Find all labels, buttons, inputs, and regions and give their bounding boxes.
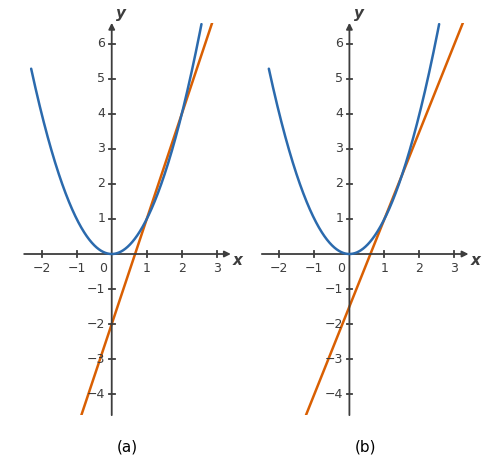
Text: −1: −1	[87, 283, 105, 296]
Text: 1: 1	[335, 213, 343, 225]
Text: 4: 4	[335, 107, 343, 120]
Text: 3: 3	[213, 262, 221, 275]
Text: 1: 1	[143, 262, 151, 275]
Text: −1: −1	[305, 262, 324, 275]
Text: 3: 3	[335, 142, 343, 155]
Text: (b): (b)	[355, 440, 376, 455]
Text: 3: 3	[451, 262, 458, 275]
Text: (a): (a)	[117, 440, 138, 455]
Text: −4: −4	[87, 388, 105, 401]
Text: 0: 0	[337, 262, 345, 275]
Text: −1: −1	[325, 283, 343, 296]
Text: −1: −1	[68, 262, 86, 275]
Text: 1: 1	[98, 213, 105, 225]
Text: y: y	[116, 6, 126, 21]
Text: x: x	[470, 253, 480, 268]
Text: −2: −2	[270, 262, 288, 275]
Text: 2: 2	[98, 177, 105, 190]
Text: 3: 3	[98, 142, 105, 155]
Text: 6: 6	[98, 37, 105, 50]
Text: −4: −4	[325, 388, 343, 401]
Text: 5: 5	[335, 72, 343, 85]
Text: −3: −3	[325, 353, 343, 366]
Text: −2: −2	[87, 318, 105, 331]
Text: 2: 2	[178, 262, 186, 275]
Text: −3: −3	[87, 353, 105, 366]
Text: 5: 5	[98, 72, 105, 85]
Text: 1: 1	[381, 262, 388, 275]
Text: −2: −2	[325, 318, 343, 331]
Text: x: x	[233, 253, 242, 268]
Text: 0: 0	[99, 262, 108, 275]
Text: 2: 2	[415, 262, 424, 275]
Text: 4: 4	[98, 107, 105, 120]
Text: 2: 2	[335, 177, 343, 190]
Text: 6: 6	[335, 37, 343, 50]
Text: −2: −2	[32, 262, 51, 275]
Text: y: y	[354, 6, 364, 21]
